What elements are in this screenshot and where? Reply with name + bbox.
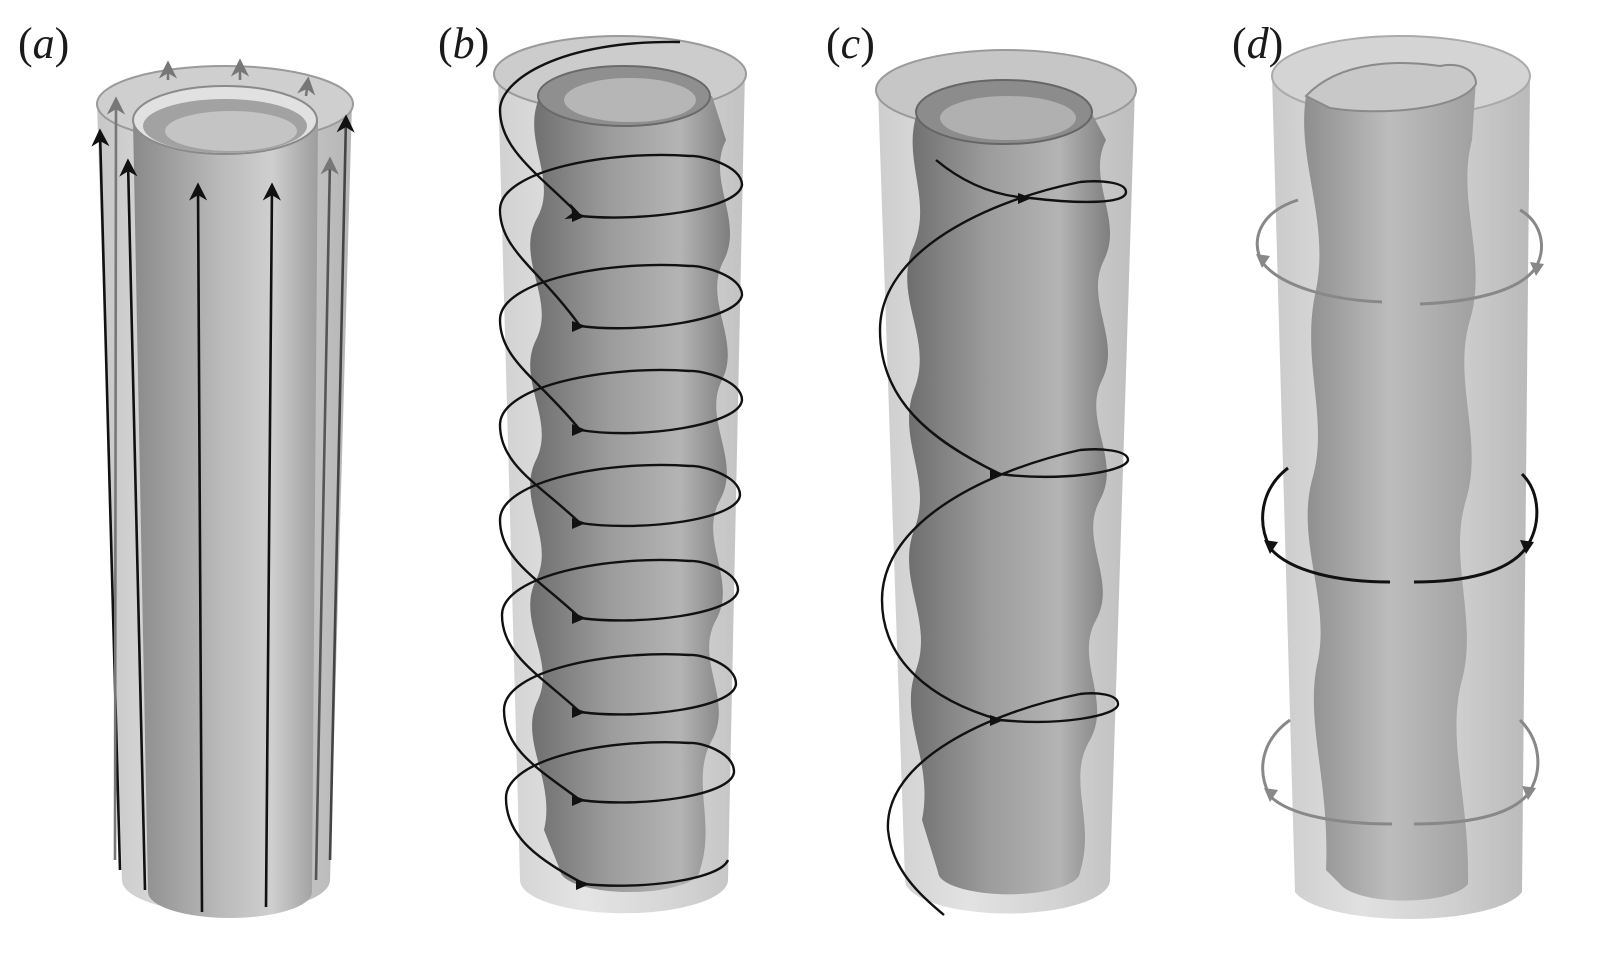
spiral-trajectory: [1419, 208, 1543, 306]
inner-cylinder: [133, 120, 318, 918]
helix-arrowhead: [572, 424, 586, 436]
helix-turn: [498, 40, 744, 219]
helix-arrowhead: [990, 715, 1004, 726]
inner-cylinder-opening: [940, 96, 1076, 140]
panel-c-wavy-vortices: [875, 49, 1137, 916]
helix-turn: [886, 692, 1081, 916]
axial-trajectory-back: [297, 76, 316, 97]
inner-spiral-cylinder: [1304, 80, 1476, 901]
inner-wavy-cylinder: [907, 110, 1111, 895]
panel-b-toroidal-vortices: [493, 35, 747, 914]
helix-arrowhead: [572, 795, 586, 806]
spiral-arrowhead: [1520, 540, 1534, 554]
inner-cylinder-opening: [1304, 62, 1478, 113]
panel-label-b: (b): [438, 19, 490, 68]
helix-turn: [880, 448, 1120, 723]
helix-turn: [878, 180, 1130, 479]
axial-trajectory: [314, 156, 339, 881]
helix-arrowhead: [576, 879, 590, 890]
inner-cylinder-wall: [165, 111, 297, 151]
axial-trajectory: [91, 128, 122, 871]
axial-trajectory: [106, 96, 126, 861]
axial-trajectory: [119, 158, 147, 891]
helix-arrowhead: [990, 469, 1004, 480]
helix-arrowhead: [572, 612, 586, 624]
panel-label-d: (d): [1232, 19, 1284, 68]
helix-arrowhead: [572, 211, 586, 222]
spiral-arrowhead: [1264, 788, 1278, 802]
axial-trajectory: [328, 114, 355, 861]
inner-cylinder-opening: [564, 78, 696, 122]
helix-arrows: [572, 211, 590, 890]
helix-turn: [500, 558, 738, 716]
helix-turn: [502, 653, 736, 804]
panel-d-spiral-vortices: [1255, 35, 1544, 919]
helical-trajectory: [878, 159, 1130, 916]
helix-arrowhead: [572, 321, 586, 332]
helix-arrowhead: [572, 707, 586, 718]
axial-trajectory: [262, 182, 281, 908]
spiral-arrows: [1256, 254, 1544, 802]
spiral-arrowhead: [1256, 254, 1270, 268]
spiral-arrowhead: [1264, 540, 1278, 554]
helix-turn: [498, 463, 740, 622]
helix-arrowhead: [572, 518, 586, 529]
panel-a-straight-cylinder: [91, 58, 355, 918]
helix-arrows: [990, 193, 1032, 726]
inner-wavy-cylinder: [530, 96, 731, 892]
panel-label-c: (c): [826, 19, 875, 68]
helix-turn: [504, 741, 730, 887]
helix-turn: [498, 368, 742, 528]
axial-trajectories: [91, 58, 355, 913]
panel-label-a: (a): [18, 19, 70, 68]
helix-arrowhead: [1018, 193, 1032, 204]
helix-turn: [935, 159, 1128, 204]
axial-trajectory: [188, 182, 208, 913]
helix-turn: [498, 263, 744, 435]
spiral-arrowhead: [1530, 262, 1544, 276]
helix-turn: [498, 153, 744, 330]
helical-trajectory: [498, 40, 744, 887]
spiral-arrowhead: [1522, 786, 1536, 800]
